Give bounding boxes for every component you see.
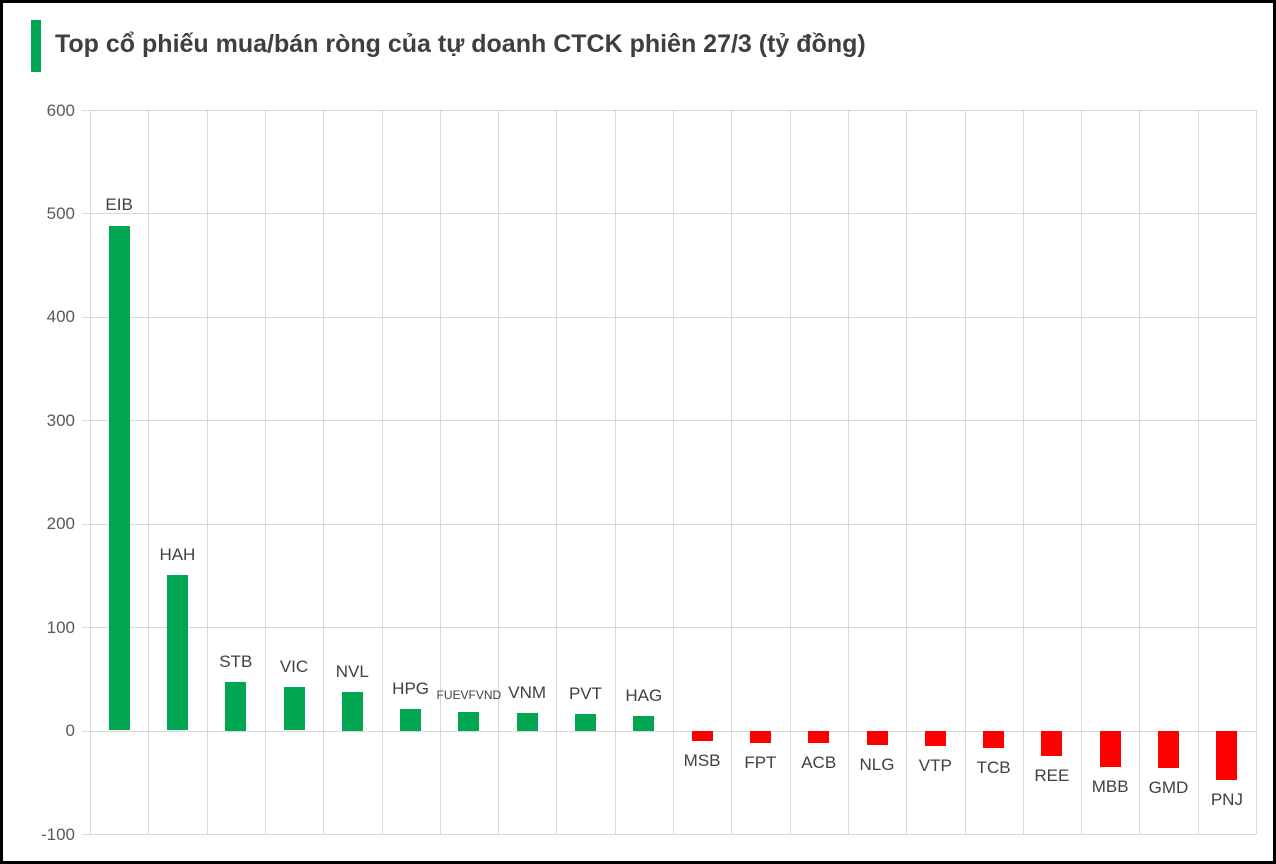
bar [341, 692, 363, 731]
bar [108, 225, 130, 731]
v-gridline [1081, 110, 1083, 834]
h-gridline [82, 523, 1256, 525]
h-gridline [82, 110, 1256, 111]
bar-label: PNJ [1210, 790, 1243, 810]
v-gridline [381, 110, 383, 834]
bar-label: FUEVFVND [436, 687, 502, 702]
bar [924, 730, 946, 747]
bar-label: NVL [335, 661, 369, 681]
bar-label: MBB [1091, 776, 1129, 796]
bar [633, 716, 655, 731]
y-tick-label: 500 [46, 203, 75, 223]
h-gridline [82, 316, 1256, 318]
bar-label: HAH [159, 545, 196, 565]
h-gridline [82, 730, 1256, 732]
bar [575, 714, 596, 731]
title-block: Top cổ phiếu mua/bán ròng của tự doanh C… [3, 3, 1273, 93]
bar [691, 730, 713, 741]
bar [225, 682, 247, 731]
v-gridline [789, 110, 791, 834]
bar-label: ACB [801, 753, 837, 772]
chart-title: Top cổ phiếu mua/bán ròng của tự doanh C… [55, 30, 866, 58]
bar [166, 575, 188, 731]
bar [983, 730, 1005, 749]
bar-label: HAG [625, 685, 663, 705]
v-gridline [556, 110, 558, 834]
v-gridline [264, 110, 266, 834]
h-gridline [82, 627, 1256, 629]
y-tick-label: 300 [46, 410, 75, 430]
plot-area: EIB HAH STB VIC NVL HPG FUEVFVND VNM PVT HAG MSB FP… [82, 110, 1257, 835]
v-gridline [614, 110, 616, 834]
v-gridline [323, 110, 325, 834]
bar-label: NLG [859, 755, 895, 775]
bar-label: EIB [105, 195, 133, 215]
bar-label: GMD [1148, 777, 1189, 797]
bar [808, 730, 830, 743]
h-gridline [82, 834, 1256, 835]
y-tick-label: 100 [46, 617, 75, 637]
h-gridline [82, 213, 1256, 215]
h-gridline [82, 420, 1256, 422]
v-gridline [1022, 110, 1024, 834]
v-gridline [498, 110, 500, 834]
bar [1216, 730, 1238, 781]
bar [1099, 730, 1121, 767]
v-gridline [847, 110, 849, 834]
bar [516, 713, 538, 731]
bar-label: FPT [744, 753, 777, 772]
bar-label: VIC [279, 656, 309, 676]
y-tick-label: -100 [40, 824, 75, 844]
v-gridline [206, 110, 208, 834]
y-tick-label: 600 [46, 100, 75, 120]
bar [749, 730, 771, 743]
bar-label: REE [1034, 766, 1070, 786]
bar [458, 712, 480, 731]
bar-label: TCB [976, 758, 1011, 778]
v-gridline [148, 110, 150, 834]
bar [1158, 730, 1179, 768]
bar [400, 708, 422, 731]
bar-label: VTP [918, 756, 952, 776]
v-gridline [1139, 110, 1141, 834]
bar-label: STB [219, 651, 253, 671]
v-gridline [673, 110, 674, 834]
v-gridline [1256, 110, 1257, 834]
v-gridline [906, 110, 908, 834]
title-accent-bar [31, 20, 41, 72]
bar-label: PVT [568, 683, 603, 703]
bar-label: HPG [392, 678, 430, 698]
v-gridline [90, 110, 91, 834]
v-gridline [439, 110, 441, 834]
bar-label: MSB [683, 750, 721, 770]
v-gridline [1197, 110, 1199, 834]
bar [1041, 730, 1063, 757]
bar [283, 687, 305, 731]
bar-label: VNM [508, 682, 547, 702]
y-tick-label: 0 [65, 721, 75, 741]
y-tick-label: 200 [46, 514, 75, 534]
v-gridline [964, 110, 966, 834]
y-tick-label: 400 [46, 307, 75, 327]
v-gridline [731, 110, 733, 834]
bar [866, 730, 888, 746]
